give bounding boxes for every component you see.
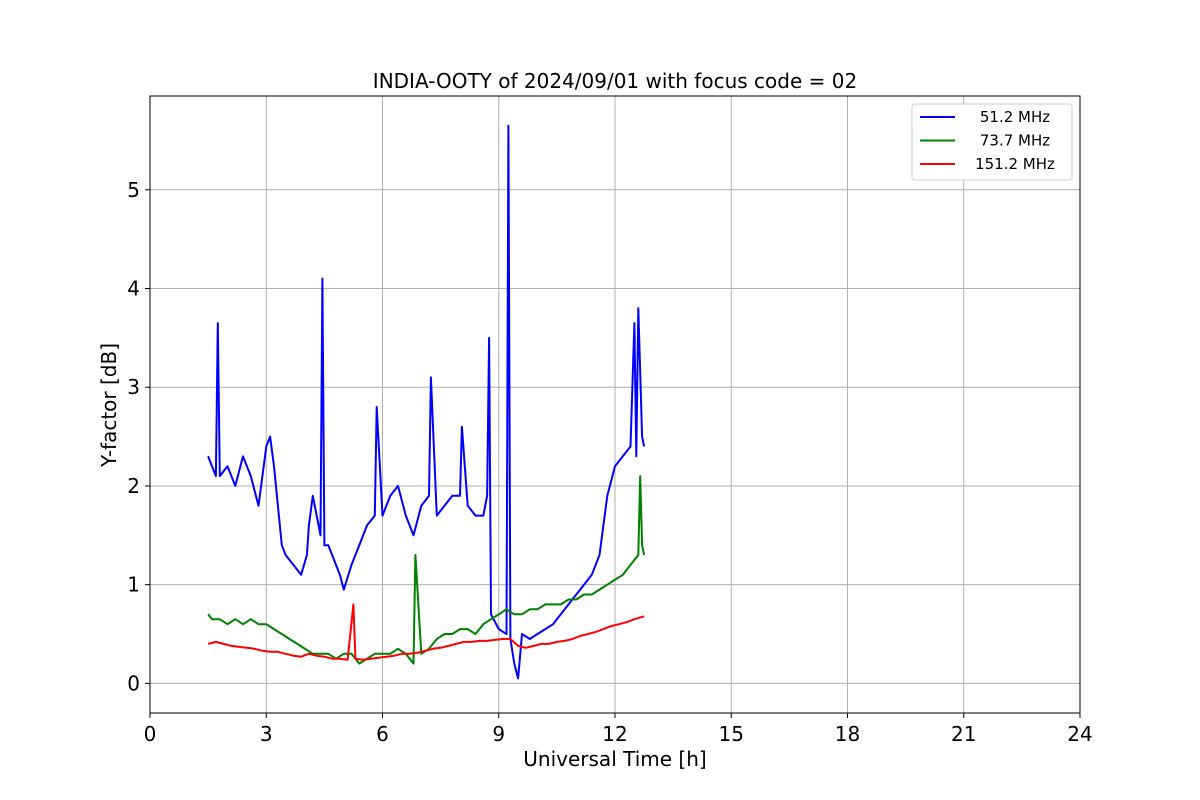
x-tick-label: 18 (835, 722, 860, 746)
legend-label: 73.7 MHz (980, 132, 1050, 150)
series-line (207, 603, 645, 661)
chart-title: INDIA-OOTY of 2024/09/01 with focus code… (373, 69, 857, 93)
y-axis-label: Y-factor [dB] (97, 343, 121, 468)
x-tick-label: 12 (602, 722, 627, 746)
legend-label: 51.2 MHz (980, 108, 1050, 126)
x-axis-ticks: 0 3 6 9 12 15 18 21 24 (144, 713, 1093, 746)
y-tick-label: 2 (127, 474, 140, 498)
legend: 51.2 MHz 73.7 MHz 151.2 MHz (911, 103, 1073, 181)
y-tick-label: 1 (127, 573, 140, 597)
x-tick-label: 0 (144, 722, 157, 746)
legend-frame (911, 103, 1073, 181)
x-tick-label: 9 (492, 722, 505, 746)
x-tick-label: 3 (260, 722, 273, 746)
y-tick-label: 3 (127, 375, 140, 399)
series-line (207, 124, 646, 680)
x-tick-label: 24 (1067, 722, 1092, 746)
plot-series (207, 124, 646, 680)
x-tick-label: 21 (951, 722, 976, 746)
y-tick-label: 5 (127, 178, 140, 202)
x-tick-label: 15 (719, 722, 744, 746)
legend-label: 151.2 MHz (975, 155, 1055, 173)
y-tick-label: 4 (127, 277, 140, 301)
y-axis-ticks: 0 1 2 3 4 5 (127, 178, 150, 695)
x-tick-label: 6 (376, 722, 389, 746)
x-axis-label: Universal Time [h] (523, 747, 706, 771)
y-tick-label: 0 (127, 671, 140, 695)
